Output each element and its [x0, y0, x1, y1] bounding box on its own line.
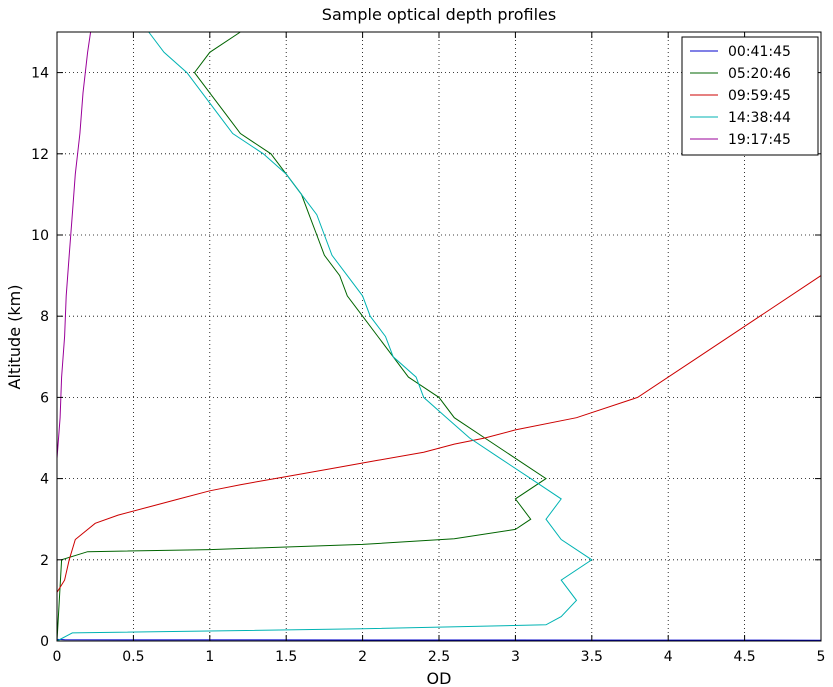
series-line-4 — [56, 31, 92, 459]
y-tick-label: 0 — [40, 634, 49, 650]
series-line-1 — [56, 31, 547, 642]
y-axis-label: Altitude (km) — [5, 285, 24, 390]
legend: 00:41:45 05:20:46 09:59:45 14:38:44 19:17:45 — [681, 36, 819, 156]
x-tick-label: 0 — [53, 649, 62, 665]
x-axis-ticks: 0 0.5 1 1.5 2 2.5 3 3.5 4 4.5 5 — [53, 32, 826, 665]
chart-title: Sample optical depth profiles — [322, 5, 556, 24]
x-tick-label: 4.5 — [733, 649, 755, 665]
series-line-3 — [56, 31, 593, 642]
y-tick-label: 12 — [31, 147, 49, 163]
y-tick-label: 8 — [40, 309, 49, 325]
y-tick-label: 6 — [40, 390, 49, 406]
y-axis-ticks: 0 2 4 6 8 10 12 14 — [31, 66, 821, 650]
x-tick-label: 4 — [664, 649, 673, 665]
legend-label: 14:38:44 — [728, 110, 791, 126]
legend-label: 00:41:45 — [728, 44, 791, 60]
legend-box — [681, 36, 819, 156]
x-tick-label: 5 — [817, 649, 826, 665]
x-tick-label: 1.5 — [275, 649, 297, 665]
x-tick-label: 2.5 — [428, 649, 450, 665]
y-tick-label: 4 — [40, 472, 49, 488]
x-tick-label: 3 — [511, 649, 520, 665]
x-tick-label: 0.5 — [122, 649, 144, 665]
series-line-2 — [56, 275, 822, 593]
y-tick-label: 10 — [31, 228, 49, 244]
x-tick-label: 1 — [205, 649, 214, 665]
x-axis-label: OD — [427, 669, 452, 687]
legend-label: 05:20:46 — [728, 66, 791, 82]
series-lines — [56, 31, 822, 642]
legend-label: 19:17:45 — [728, 132, 791, 148]
x-tick-label: 2 — [358, 649, 367, 665]
y-tick-label: 14 — [31, 66, 49, 82]
legend-label: 09:59:45 — [728, 88, 791, 104]
x-tick-label: 3.5 — [581, 649, 603, 665]
y-tick-label: 2 — [40, 553, 49, 569]
